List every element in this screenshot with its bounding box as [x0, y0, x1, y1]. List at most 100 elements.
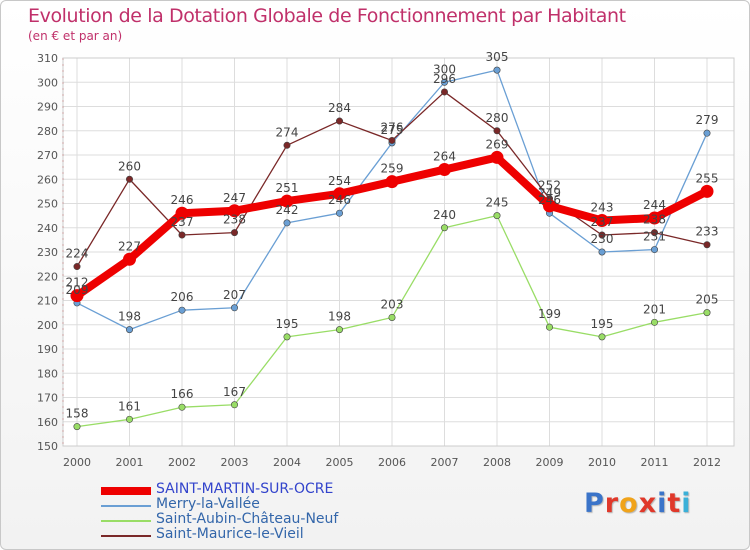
data-point-merry-la-vallee	[598, 248, 606, 256]
legend-label: Saint-Aubin-Château-Neuf	[156, 511, 339, 527]
data-point-saint-aubin-chateau-neuf	[388, 313, 396, 321]
x-tick-label: 2002	[168, 456, 196, 469]
data-point-merry-la-vallee	[231, 304, 239, 312]
data-point-saint-maurice-le-vieil	[388, 136, 396, 144]
data-label-merry-la-vallee: 207	[223, 288, 246, 302]
data-point-saint-martin-sur-ocre	[543, 199, 556, 213]
data-label-merry-la-vallee: 209	[66, 283, 89, 297]
data-point-saint-martin-sur-ocre	[333, 187, 346, 201]
data-point-saint-aubin-chateau-neuf	[650, 318, 658, 326]
data-label-merry-la-vallee: 275	[381, 123, 404, 137]
x-tick-label: 2010	[588, 456, 616, 469]
data-point-saint-maurice-le-vieil	[598, 231, 606, 239]
data-label-saint-maurice-le-vieil: 237	[171, 215, 194, 229]
y-tick-label: 290	[37, 101, 58, 114]
legend-swatch	[101, 520, 151, 522]
data-label-saint-martin-sur-ocre: 227	[118, 239, 141, 253]
y-tick-label: 170	[37, 392, 58, 405]
data-label-saint-aubin-chateau-neuf: 203	[381, 297, 404, 311]
y-tick-label: 180	[37, 367, 58, 380]
data-label-saint-maurice-le-vieil: 260	[118, 159, 141, 173]
data-label-saint-aubin-chateau-neuf: 205	[696, 293, 719, 307]
data-label-saint-aubin-chateau-neuf: 166	[171, 387, 194, 401]
data-point-merry-la-vallee	[703, 129, 711, 137]
x-tick-label: 2008	[483, 456, 511, 469]
data-point-merry-la-vallee	[650, 246, 658, 254]
x-tick-label: 2001	[116, 456, 144, 469]
y-tick-label: 220	[37, 270, 58, 283]
data-label-saint-maurice-le-vieil: 233	[696, 225, 719, 239]
data-point-saint-aubin-chateau-neuf	[283, 333, 291, 341]
data-point-merry-la-vallee	[178, 306, 186, 314]
data-label-saint-maurice-le-vieil: 224	[66, 247, 89, 261]
data-label-saint-maurice-le-vieil: 280	[486, 111, 509, 125]
data-label-saint-martin-sur-ocre: 249	[538, 186, 561, 200]
y-tick-label: 270	[37, 149, 58, 162]
data-point-saint-martin-sur-ocre	[700, 184, 714, 198]
legend-swatch	[101, 535, 151, 537]
y-tick-label: 190	[37, 343, 58, 356]
x-tick-label: 2007	[431, 456, 459, 469]
data-label-merry-la-vallee: 231	[643, 230, 666, 244]
data-point-saint-martin-sur-ocre	[123, 252, 136, 266]
y-tick-label: 280	[37, 125, 58, 138]
x-tick-label: 2000	[63, 456, 91, 469]
data-point-saint-aubin-chateau-neuf	[493, 212, 501, 220]
data-label-saint-martin-sur-ocre: 264	[433, 150, 456, 164]
data-point-saint-martin-sur-ocre	[595, 213, 609, 227]
data-point-saint-aubin-chateau-neuf	[231, 401, 239, 409]
data-point-merry-la-vallee	[440, 78, 448, 86]
data-point-saint-maurice-le-vieil	[493, 127, 501, 135]
data-label-saint-martin-sur-ocre: 251	[276, 181, 299, 195]
data-label-saint-aubin-chateau-neuf: 201	[643, 302, 666, 316]
data-label-saint-maurice-le-vieil: 237	[591, 215, 614, 229]
data-point-saint-aubin-chateau-neuf	[126, 415, 134, 423]
y-tick-label: 260	[37, 173, 58, 186]
legend-item-saint-maurice-le-vieil: Saint-Maurice-le-Vieil	[101, 526, 421, 544]
data-label-saint-martin-sur-ocre: 244	[643, 198, 666, 212]
x-tick-label: 2009	[536, 456, 564, 469]
data-label-merry-la-vallee: 206	[171, 290, 194, 304]
x-tick-label: 2003	[221, 456, 249, 469]
data-label-saint-maurice-le-vieil: 296	[433, 72, 456, 86]
data-label-saint-martin-sur-ocre: 269	[486, 137, 509, 151]
data-label-saint-maurice-le-vieil: 284	[328, 101, 351, 115]
data-point-saint-maurice-le-vieil	[650, 229, 658, 237]
data-label-saint-aubin-chateau-neuf: 158	[66, 407, 89, 421]
legend-item-merry-la-vallee: Merry-la-Vallée	[101, 496, 421, 514]
chart-title: Evolution de la Dotation Globale de Fonc…	[28, 5, 626, 27]
data-point-saint-aubin-chateau-neuf	[178, 403, 186, 411]
data-point-saint-maurice-le-vieil	[231, 229, 239, 237]
data-point-merry-la-vallee	[126, 326, 134, 334]
data-point-saint-maurice-le-vieil	[335, 117, 343, 125]
y-tick-label: 210	[37, 295, 58, 308]
data-label-saint-martin-sur-ocre: 243	[591, 200, 614, 214]
data-point-saint-martin-sur-ocre	[648, 211, 661, 225]
data-label-saint-aubin-chateau-neuf: 199	[538, 307, 561, 321]
x-tick-label: 2012	[693, 456, 721, 469]
data-label-saint-martin-sur-ocre: 212	[66, 276, 89, 290]
data-label-merry-la-vallee: 242	[276, 203, 299, 217]
data-point-saint-maurice-le-vieil	[126, 175, 134, 183]
data-label-saint-martin-sur-ocre: 246	[171, 193, 194, 207]
data-point-saint-martin-sur-ocre	[490, 150, 504, 164]
brand-logo: Proxiti	[584, 488, 692, 519]
y-tick-label: 300	[37, 76, 58, 89]
legend-label: Merry-la-Vallée	[156, 496, 260, 512]
x-tick-label: 2004	[273, 456, 301, 469]
plot-border	[62, 57, 735, 447]
legend-label: Saint-Maurice-le-Vieil	[156, 526, 304, 542]
data-label-merry-la-vallee: 300	[433, 62, 456, 76]
data-point-saint-maurice-le-vieil	[440, 88, 448, 96]
chart-subtitle: (en € et par an)	[28, 29, 123, 43]
data-label-saint-maurice-le-vieil: 238	[223, 213, 246, 227]
data-label-merry-la-vallee: 246	[328, 193, 351, 207]
y-tick-label: 150	[37, 440, 58, 453]
data-label-saint-maurice-le-vieil: 238	[643, 213, 666, 227]
data-label-saint-martin-sur-ocre: 247	[223, 191, 246, 205]
y-tick-label: 230	[37, 246, 58, 259]
data-label-saint-aubin-chateau-neuf: 195	[276, 317, 299, 331]
data-point-saint-martin-sur-ocre	[228, 204, 241, 218]
data-point-saint-maurice-le-vieil	[178, 231, 186, 239]
